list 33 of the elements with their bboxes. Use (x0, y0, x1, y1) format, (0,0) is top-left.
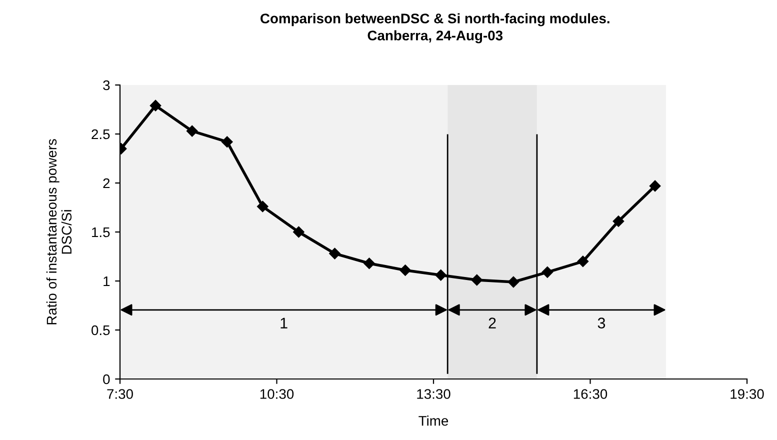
x-axis-title: Time (418, 416, 448, 426)
y-tick-label: 0.5 (92, 325, 110, 336)
point (257, 200, 268, 212)
y-tick-label: 3 (103, 80, 110, 90)
point (471, 274, 482, 286)
point (186, 125, 198, 137)
x-tick-label: 13:30 (417, 389, 450, 399)
band-label: 2 (488, 318, 496, 328)
point (542, 266, 554, 278)
point (508, 276, 520, 288)
point (222, 136, 233, 148)
y-tick-label: 0 (103, 374, 110, 384)
y-tick-label: 1.5 (92, 227, 110, 238)
point (150, 100, 162, 112)
chart-title: Comparison betweenDSC & Si north-facing modules. Canberra, 24-Aug-03 (260, 13, 610, 44)
y-tick-label: 1 (104, 276, 110, 286)
band-label: 3 (598, 318, 606, 328)
x-tick-label: 10:30 (260, 389, 294, 399)
point (364, 258, 375, 269)
point (649, 180, 661, 192)
point (435, 270, 446, 281)
x-tick-label: 7:30 (107, 389, 133, 399)
point (329, 248, 340, 260)
y-tick-label: 2 (103, 178, 110, 188)
band-label: 1 (280, 318, 288, 328)
point (400, 264, 411, 276)
point (612, 216, 624, 227)
point (577, 256, 589, 268)
point (293, 226, 304, 238)
x-tick-label: 16:30 (574, 389, 608, 399)
y-tick-label: 2.5 (92, 129, 110, 140)
y-axis-title: Ratio of instantaneous powers DSC/Si (46, 139, 72, 324)
x-tick-label: 19:30 (730, 389, 764, 399)
